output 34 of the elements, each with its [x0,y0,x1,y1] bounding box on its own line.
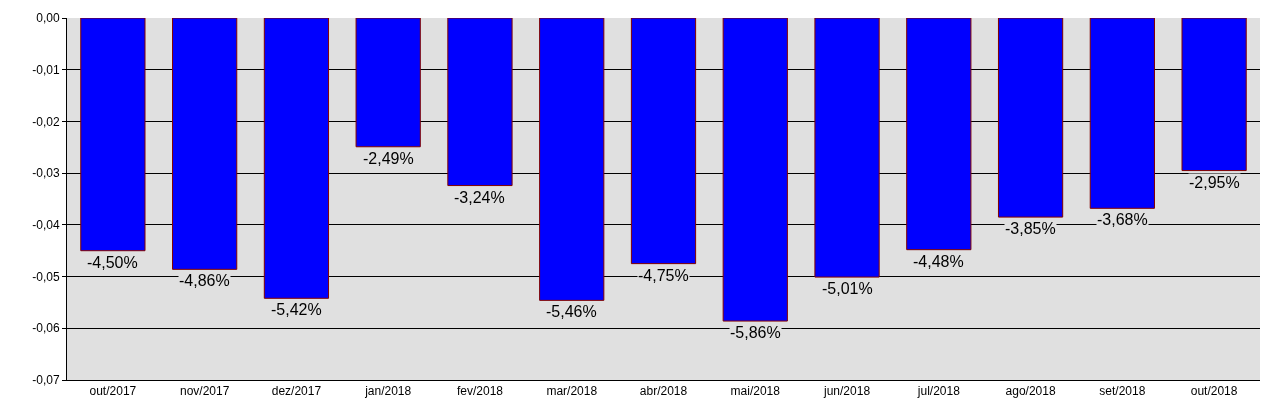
x-tick-label: mar/2018 [546,384,598,399]
data-label: -4,48% [913,253,964,270]
data-label: -2,49% [363,150,414,167]
data-label: -4,75% [638,267,689,284]
x-tick-label: jul/2018 [916,384,961,399]
x-tick-label: ago/2018 [1005,384,1056,399]
x-tick-label: jan/2018 [364,384,412,399]
y-tick-label: -0,07 [32,373,60,388]
data-label: -3,85% [1005,220,1056,237]
x-tick-label: mai/2018 [730,384,781,399]
data-label: -5,42% [271,301,322,318]
data-label: -5,01% [822,280,873,297]
y-tick-label: -0,01 [32,62,60,77]
y-tick-label: -0,06 [32,321,60,336]
x-tick-label: dez/2017 [271,384,322,399]
y-tick-label: -0,04 [32,218,60,233]
x-tick-label: fev/2018 [456,384,504,399]
x-tick-label: jun/2018 [823,384,871,399]
y-tick-label: 0,00 [36,11,60,26]
data-label: -3,68% [1097,211,1148,228]
x-tick-label: nov/2017 [179,384,230,399]
data-label: -5,46% [546,303,597,320]
data-label: -3,24% [454,189,505,206]
data-label: -5,86% [730,324,781,341]
x-tick-label: out/2017 [89,384,137,399]
y-tick-label: -0,02 [32,114,60,129]
data-label: -4,86% [179,272,230,289]
x-tick-label: abr/2018 [639,384,688,399]
y-tick-label: -0,03 [32,166,60,181]
x-tick-label: out/2018 [1190,384,1238,399]
data-label: -4,50% [87,254,138,271]
data-label: -2,95% [1189,174,1240,191]
x-tick-label: set/2018 [1099,384,1146,399]
y-tick-label: -0,05 [32,269,60,284]
